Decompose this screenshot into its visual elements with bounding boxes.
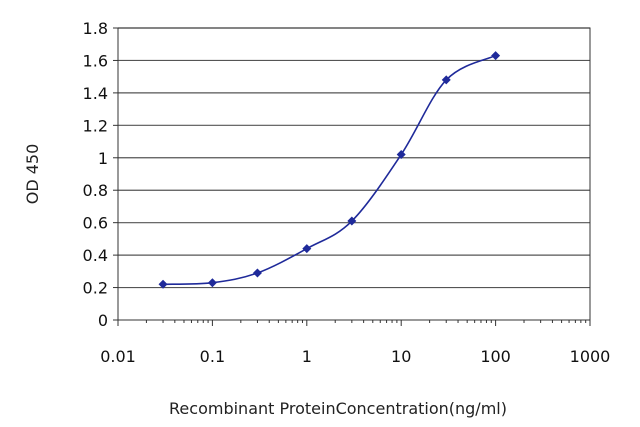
series-layer (158, 51, 501, 289)
grid-layer (118, 27, 590, 289)
data-point-marker (158, 279, 168, 289)
data-point-marker (396, 150, 406, 160)
data-point-marker (347, 216, 357, 226)
series-line (163, 54, 496, 286)
plot-frame (117, 27, 591, 321)
data-point-marker (207, 278, 217, 288)
y-tick-label: 1.6 (83, 51, 108, 70)
data-point-marker (441, 75, 451, 85)
x-tick-label: 1000 (570, 347, 611, 366)
y-tick-label: 0.6 (83, 214, 108, 233)
y-tick-label: 0 (98, 311, 108, 330)
x-tick-label: 0.01 (100, 347, 136, 366)
x-axis-title: Recombinant ProteinConcentration(ng/ml) (169, 399, 507, 418)
y-tick-label: 0.2 (83, 279, 108, 298)
y-tick-label: 1 (98, 149, 108, 168)
data-point-marker (302, 244, 312, 254)
data-point-marker (491, 51, 501, 61)
x-tick-label: 100 (480, 347, 511, 366)
y-tick-label: 0.8 (83, 181, 108, 200)
y-tick-label: 0.4 (83, 246, 108, 265)
axis-layer: 0 0.2 0.4 0.6 0.8 1 1.2 1.4 1.6 1.8 0.01 0.1 1 10 100 1… (83, 19, 611, 366)
data-point-marker (252, 268, 262, 278)
y-tick-label: 1.8 (83, 19, 108, 38)
y-axis-title: OD 450 (23, 144, 42, 205)
x-tick-label: 1 (302, 347, 312, 366)
y-tick-label: 1.2 (83, 116, 108, 135)
x-tick-label: 10 (391, 347, 411, 366)
x-tick-label: 0.1 (200, 347, 225, 366)
y-tick-label: 1.4 (83, 84, 108, 103)
